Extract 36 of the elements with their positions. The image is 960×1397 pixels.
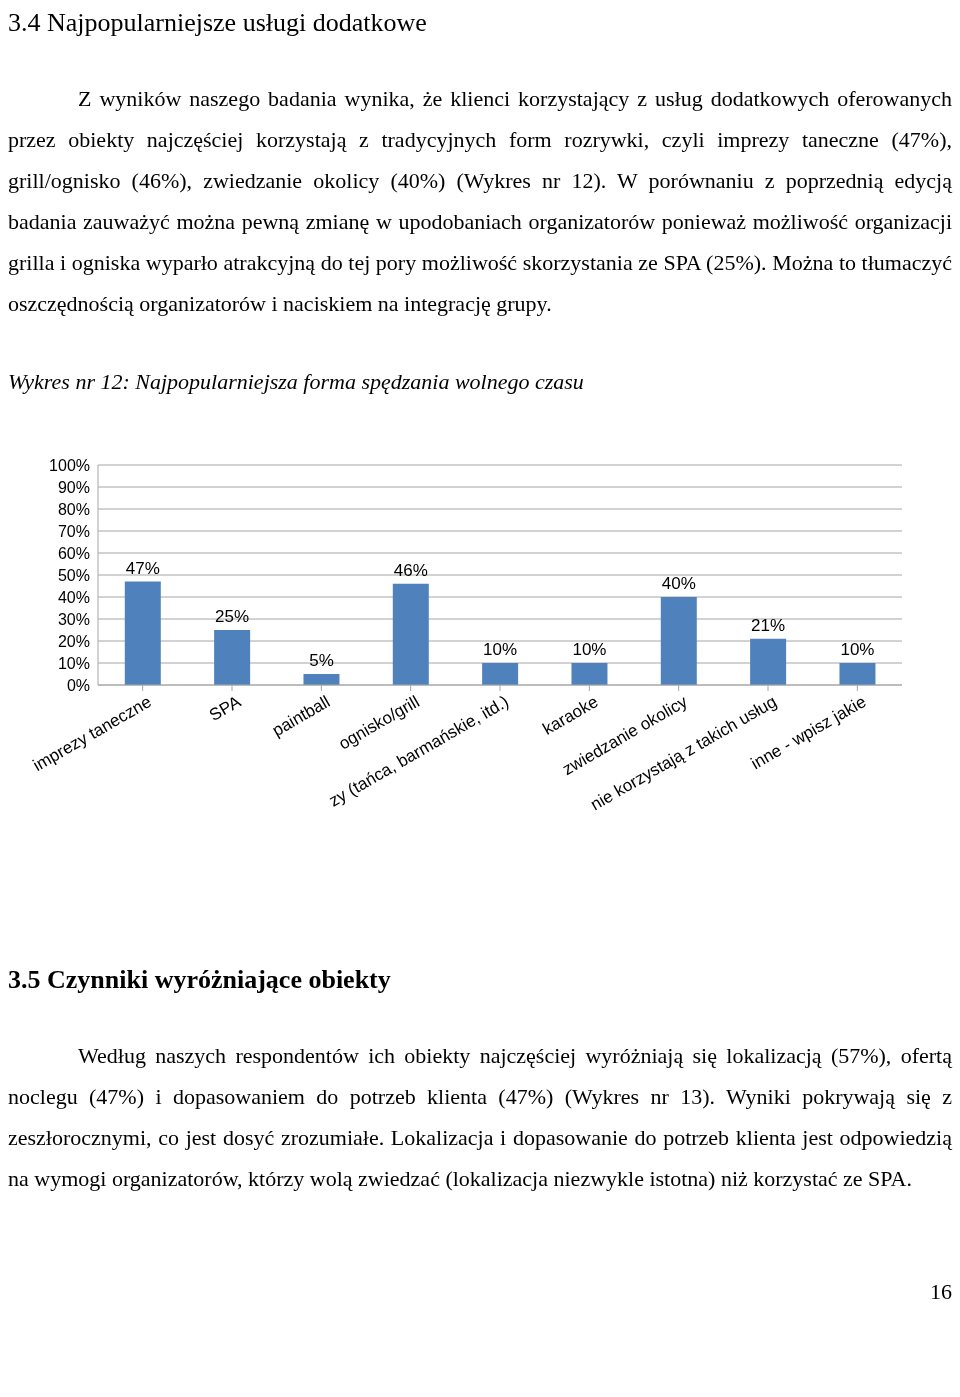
y-tick-label: 100% bbox=[49, 456, 90, 474]
text: 3.4 Najpopularniejsze usługi dodatkowe bbox=[8, 8, 428, 38]
text: Według naszych respondentów ich obiekty najczęściej wyróżniają się lokalizacją (57%), ofertą noclegu (47%) i dopasowaniem do potrzeb klienta (47%) (Wykres nr 13). Wyniki pokrywają się z zeszłorocznymi, co jest dosyć zrozumiałe. Lokalizacja i dopasowanie do potrzeb klienta jest odpowiedzią na wymogi organizatorów, którzy wolą zwiedzać (lokalizacja niezwykle istotna) niż korzystać ze SPA. bbox=[8, 1042, 952, 1193]
data-label: 10% bbox=[840, 640, 875, 659]
bar bbox=[124, 581, 161, 685]
y-tick-label: 70% bbox=[57, 522, 90, 540]
text: 16 bbox=[929, 1279, 952, 1305]
y-tick-label: 60% bbox=[57, 544, 90, 562]
bar bbox=[392, 583, 429, 685]
y-tick-label: 90% bbox=[57, 478, 90, 496]
data-label: 47% bbox=[125, 558, 160, 578]
bar bbox=[303, 674, 340, 685]
bar bbox=[482, 663, 519, 685]
data-label: 40% bbox=[661, 574, 696, 593]
y-tick-label: 10% bbox=[57, 654, 90, 672]
y-tick-label: 40% bbox=[57, 588, 90, 606]
data-label: 25% bbox=[215, 607, 250, 626]
bar bbox=[214, 630, 251, 685]
y-tick-label: 30% bbox=[57, 610, 90, 628]
x-tick-label: SPA bbox=[206, 691, 245, 725]
data-label: 10% bbox=[483, 640, 518, 659]
bar bbox=[839, 663, 876, 685]
chart-title: Wykres nr 12: Najpopularniejsza forma spędzania wolnego czasu bbox=[8, 369, 585, 395]
text: 3.5 Czynniki wyróżniające obiekty bbox=[8, 965, 392, 995]
y-tick-label: 50% bbox=[57, 566, 90, 584]
data-label: 46% bbox=[393, 560, 428, 580]
y-tick-label: 0% bbox=[66, 676, 90, 694]
y-tick-label: 20% bbox=[57, 632, 90, 650]
bar bbox=[571, 663, 608, 685]
y-tick-label: 80% bbox=[57, 500, 90, 518]
text: Z wyników naszego badania wynika, że klienci korzystający z usług dodatkowych oferowanych przez obiekty najczęściej korzystają z tradycyjnych form rozrywki, czyli imprezy taneczne (47%), grill/ognisko (46%), zwiedzanie okolicy (40%) (Wykres nr 12). W porównaniu z poprzednią edycją badania zauważyć można pewną zmianę w upodobaniach organizatorów ponieważ możliwość organizacji grilla i ogniska wyparło atrakcyjną do tej pory możliwość skorzystania ze SPA (25%). Można to tłumaczyć oszczędnością organizatorów i naciskiem na integrację grupy. bbox=[8, 85, 952, 318]
data-label: 5% bbox=[309, 651, 334, 670]
data-label: 21% bbox=[751, 615, 786, 635]
bar bbox=[660, 597, 697, 685]
data-label: 10% bbox=[572, 640, 607, 659]
bar bbox=[750, 638, 787, 685]
